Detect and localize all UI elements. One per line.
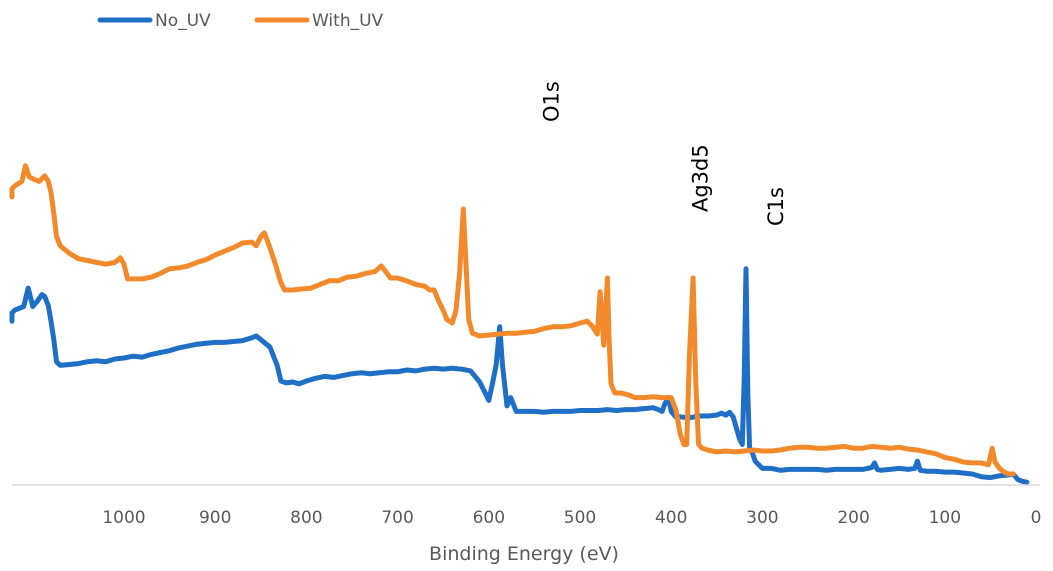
x-tick-label: 0 — [1031, 508, 1042, 528]
x-tick-label: 1000 — [102, 508, 145, 528]
legend-label-with-uv: With_UV — [312, 11, 384, 31]
x-tick-label: 300 — [746, 508, 778, 528]
x-axis-title: Binding Energy (eV) — [429, 543, 619, 565]
series-line-with-uv — [9, 163, 1016, 477]
peak-label: C1s — [764, 187, 788, 226]
x-axis-ticks: 1000 900 800 700 600 500 400 300 200 100 0 — [102, 508, 1041, 528]
x-tick-label: 200 — [837, 508, 869, 528]
x-tick-label: 800 — [290, 508, 322, 528]
x-tick-label: 900 — [199, 508, 231, 528]
peak-annotations: O1s Ag3d5 C1s — [540, 81, 788, 226]
x-tick-label: 700 — [381, 508, 413, 528]
x-tick-label: 400 — [655, 508, 687, 528]
x-tick-label: 600 — [473, 508, 505, 528]
legend: No_UV With_UV — [97, 11, 384, 31]
legend-label-no-uv: No_UV — [155, 11, 211, 31]
peak-label: Ag3d5 — [688, 144, 712, 212]
x-tick-label: 100 — [929, 508, 961, 528]
series-line-no-uv — [9, 266, 1030, 485]
x-tick-label: 500 — [564, 508, 596, 528]
peak-label: O1s — [540, 81, 564, 122]
plot-area — [9, 163, 1030, 485]
